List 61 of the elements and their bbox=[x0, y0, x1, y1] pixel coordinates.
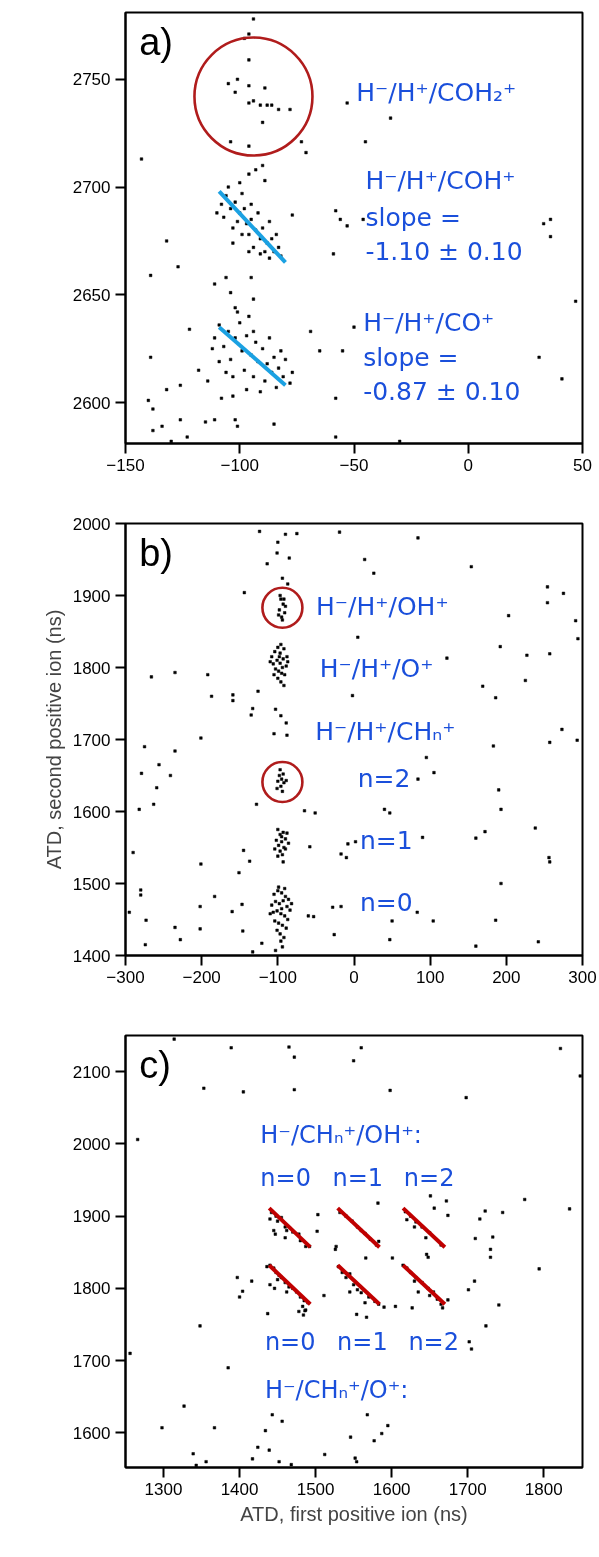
y-tick-label: 2750 bbox=[72, 70, 111, 90]
x-axis-title: ATD, first positive ion (ns) bbox=[240, 1502, 468, 1525]
annotation: H⁻/H⁺/OH⁺ bbox=[316, 591, 449, 621]
annotation: slope = bbox=[365, 202, 461, 232]
annotation: -0.87 ± 0.10 bbox=[363, 377, 521, 407]
x-tick-label: 1800 bbox=[524, 1479, 563, 1499]
x-tick-label: −200 bbox=[182, 967, 221, 987]
y-tick-label: 1400 bbox=[72, 946, 111, 966]
x-tick-label: −50 bbox=[339, 455, 369, 475]
annotation: H⁻/H⁺/COH⁺ bbox=[365, 166, 516, 196]
annotation: H⁻/CHₙ⁺/O⁺: bbox=[264, 1376, 409, 1405]
annotation: n=1 bbox=[337, 1327, 388, 1356]
x-tick-label: 1400 bbox=[220, 1479, 259, 1499]
annotation: n=1 bbox=[332, 1163, 384, 1192]
y-tick-label: 1500 bbox=[72, 874, 111, 894]
annotation: H⁻/H⁺/CO⁺ bbox=[363, 308, 495, 338]
y-tick-label: 2600 bbox=[72, 393, 111, 413]
x-tick-label: 1300 bbox=[144, 1479, 183, 1499]
annotation: H⁻/H⁺/O⁺ bbox=[319, 653, 434, 683]
y-tick-label: 1600 bbox=[72, 802, 111, 822]
y-tick-label: 2700 bbox=[72, 178, 111, 198]
annotation: n=0 bbox=[264, 1327, 316, 1356]
annotation: slope = bbox=[363, 342, 459, 372]
x-tick-label: −100 bbox=[258, 967, 297, 987]
y-tick-label: 1900 bbox=[72, 586, 111, 606]
annotation: n=2 bbox=[357, 763, 411, 793]
y-tick-label: 2100 bbox=[72, 1062, 111, 1082]
chart-title: a) bbox=[139, 21, 174, 64]
y-axis-title: ATD, second positive ion (ns) bbox=[42, 609, 65, 870]
annotation: H⁻/H⁺/COH₂⁺ bbox=[356, 77, 517, 107]
x-tick-label: −300 bbox=[106, 967, 145, 987]
annotation: n=2 bbox=[403, 1163, 455, 1192]
x-tick-label: 50 bbox=[573, 455, 592, 475]
y-tick-label: 1900 bbox=[72, 1207, 111, 1227]
x-tick-label: 1500 bbox=[296, 1479, 335, 1499]
y-tick-label: 1800 bbox=[72, 1279, 111, 1299]
x-tick-label: 300 bbox=[568, 967, 597, 987]
y-tick-label: 1800 bbox=[72, 658, 111, 678]
y-tick-label: 1600 bbox=[72, 1423, 111, 1443]
x-tick-label: 0 bbox=[463, 455, 473, 475]
x-tick-label: 100 bbox=[415, 967, 445, 987]
y-tick-label: 2000 bbox=[72, 514, 111, 534]
y-tick-label: 1700 bbox=[72, 730, 111, 750]
y-tick-label: 1700 bbox=[72, 1351, 111, 1371]
x-tick-label: −150 bbox=[106, 455, 145, 475]
annotation: n=1 bbox=[359, 825, 413, 855]
annotation: n=0 bbox=[359, 887, 413, 917]
annotation: n=2 bbox=[408, 1327, 459, 1356]
chart-title: c) bbox=[139, 1044, 171, 1087]
annotation: n=0 bbox=[260, 1163, 311, 1192]
annotation: H⁻/H⁺/CHₙ⁺ bbox=[315, 717, 456, 747]
y-tick-label: 2650 bbox=[72, 285, 111, 305]
y-tick-label: 2000 bbox=[72, 1134, 111, 1154]
x-tick-label: −100 bbox=[220, 455, 259, 475]
annotation: H⁻/CHₙ⁺/OH⁺: bbox=[260, 1121, 422, 1150]
x-tick-label: 200 bbox=[492, 967, 521, 987]
x-tick-label: 0 bbox=[349, 967, 359, 987]
chart-title: b) bbox=[139, 532, 174, 575]
annotation: -1.10 ± 0.10 bbox=[365, 237, 523, 267]
x-tick-label: 1700 bbox=[448, 1479, 487, 1499]
x-tick-label: 1600 bbox=[372, 1479, 411, 1499]
